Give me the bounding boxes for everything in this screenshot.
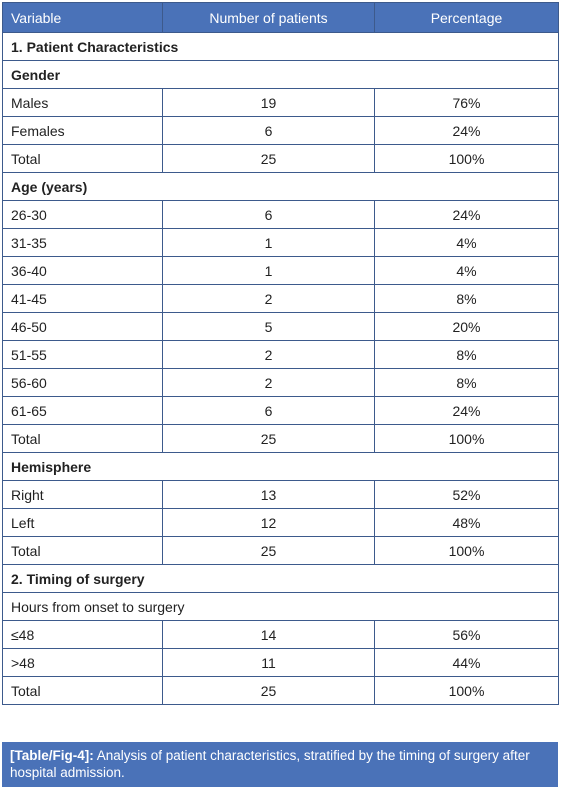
table-row: Total 25 100% xyxy=(2,676,559,705)
caption-label: [Table/Fig-4]: xyxy=(10,748,94,763)
subheader-row: Hours from onset to surgery xyxy=(2,592,559,621)
row-label-cell: 46-50 xyxy=(2,312,163,341)
section-header-row: Age (years) xyxy=(2,172,559,201)
header-percentage: Percentage xyxy=(374,2,559,33)
percentage-cell: 8% xyxy=(374,284,559,313)
table-header-row: Variable Number of patients Percentage xyxy=(2,2,559,33)
patients-count-cell: 2 xyxy=(162,284,375,313)
percentage-cell: 24% xyxy=(374,396,559,425)
table-row: 51-55 2 8% xyxy=(2,340,559,369)
section-header-row: 2. Timing of surgery xyxy=(2,564,559,593)
row-label-cell: Total xyxy=(2,424,163,453)
percentage-cell: 76% xyxy=(374,88,559,117)
patients-count-cell: 25 xyxy=(162,536,375,565)
table-row: 26-30 6 24% xyxy=(2,200,559,229)
table-row: Total 25 100% xyxy=(2,144,559,173)
header-number-of-patients: Number of patients xyxy=(162,2,375,33)
section-title: 1. Patient Characteristics xyxy=(2,32,559,61)
percentage-cell: 24% xyxy=(374,200,559,229)
percentage-cell: 56% xyxy=(374,620,559,649)
row-label-cell: 51-55 xyxy=(2,340,163,369)
row-label-cell: ≤48 xyxy=(2,620,163,649)
row-label-cell: 26-30 xyxy=(2,200,163,229)
section-title: 2. Timing of surgery xyxy=(2,564,559,593)
percentage-cell: 20% xyxy=(374,312,559,341)
row-label-cell: Total xyxy=(2,676,163,705)
table-row: >48 11 44% xyxy=(2,648,559,677)
patients-count-cell: 6 xyxy=(162,116,375,145)
row-label-cell: Total xyxy=(2,536,163,565)
table-row: 41-45 2 8% xyxy=(2,284,559,313)
table-row: 61-65 6 24% xyxy=(2,396,559,425)
row-label-cell: >48 xyxy=(2,648,163,677)
percentage-cell: 100% xyxy=(374,536,559,565)
section-title: Gender xyxy=(2,60,559,89)
percentage-cell: 4% xyxy=(374,256,559,285)
row-label-cell: Right xyxy=(2,480,163,509)
percentage-cell: 4% xyxy=(374,228,559,257)
table-row: 31-35 1 4% xyxy=(2,228,559,257)
header-variable: Variable xyxy=(2,2,163,33)
subheader-label: Hours from onset to surgery xyxy=(2,592,559,621)
table-row: Females 6 24% xyxy=(2,116,559,145)
percentage-cell: 52% xyxy=(374,480,559,509)
percentage-cell: 44% xyxy=(374,648,559,677)
table-row: Total 25 100% xyxy=(2,424,559,453)
percentage-cell: 8% xyxy=(374,340,559,369)
section-title: Age (years) xyxy=(2,172,559,201)
table-row: 56-60 2 8% xyxy=(2,368,559,397)
percentage-cell: 100% xyxy=(374,144,559,173)
section-header-row: Hemisphere xyxy=(2,452,559,481)
patients-count-cell: 12 xyxy=(162,508,375,537)
patients-count-cell: 6 xyxy=(162,396,375,425)
percentage-cell: 8% xyxy=(374,368,559,397)
row-label-cell: 31-35 xyxy=(2,228,163,257)
patients-count-cell: 13 xyxy=(162,480,375,509)
patients-count-cell: 19 xyxy=(162,88,375,117)
patients-count-cell: 1 xyxy=(162,228,375,257)
patient-characteristics-table: Variable Number of patients Percentage 1… xyxy=(2,2,559,705)
section-header-row: Gender xyxy=(2,60,559,89)
patients-count-cell: 25 xyxy=(162,144,375,173)
patients-count-cell: 5 xyxy=(162,312,375,341)
row-label-cell: 56-60 xyxy=(2,368,163,397)
section-title: Hemisphere xyxy=(2,452,559,481)
patients-count-cell: 2 xyxy=(162,368,375,397)
table-row: 46-50 5 20% xyxy=(2,312,559,341)
row-label-cell: Left xyxy=(2,508,163,537)
row-label-cell: 41-45 xyxy=(2,284,163,313)
patients-count-cell: 1 xyxy=(162,256,375,285)
table-caption: [Table/Fig-4]: Analysis of patient chara… xyxy=(2,742,558,787)
row-label-cell: Males xyxy=(2,88,163,117)
percentage-cell: 24% xyxy=(374,116,559,145)
table-row: Total 25 100% xyxy=(2,536,559,565)
row-label-cell: 36-40 xyxy=(2,256,163,285)
table-container: Variable Number of patients Percentage 1… xyxy=(2,2,559,705)
percentage-cell: 48% xyxy=(374,508,559,537)
patients-count-cell: 2 xyxy=(162,340,375,369)
table-body: 1. Patient Characteristics Gender Males 19 7… xyxy=(2,32,559,705)
percentage-cell: 100% xyxy=(374,676,559,705)
patients-count-cell: 14 xyxy=(162,620,375,649)
section-header-row: 1. Patient Characteristics xyxy=(2,32,559,61)
patients-count-cell: 25 xyxy=(162,676,375,705)
patients-count-cell: 6 xyxy=(162,200,375,229)
patients-count-cell: 25 xyxy=(162,424,375,453)
row-label-cell: 61-65 xyxy=(2,396,163,425)
caption-text: Analysis of patient characteristics, str… xyxy=(10,748,530,780)
table-row: ≤48 14 56% xyxy=(2,620,559,649)
row-label-cell: Total xyxy=(2,144,163,173)
table-row: Left 12 48% xyxy=(2,508,559,537)
percentage-cell: 100% xyxy=(374,424,559,453)
table-row: Right 13 52% xyxy=(2,480,559,509)
row-label-cell: Females xyxy=(2,116,163,145)
table-row: 36-40 1 4% xyxy=(2,256,559,285)
table-row: Males 19 76% xyxy=(2,88,559,117)
patients-count-cell: 11 xyxy=(162,648,375,677)
